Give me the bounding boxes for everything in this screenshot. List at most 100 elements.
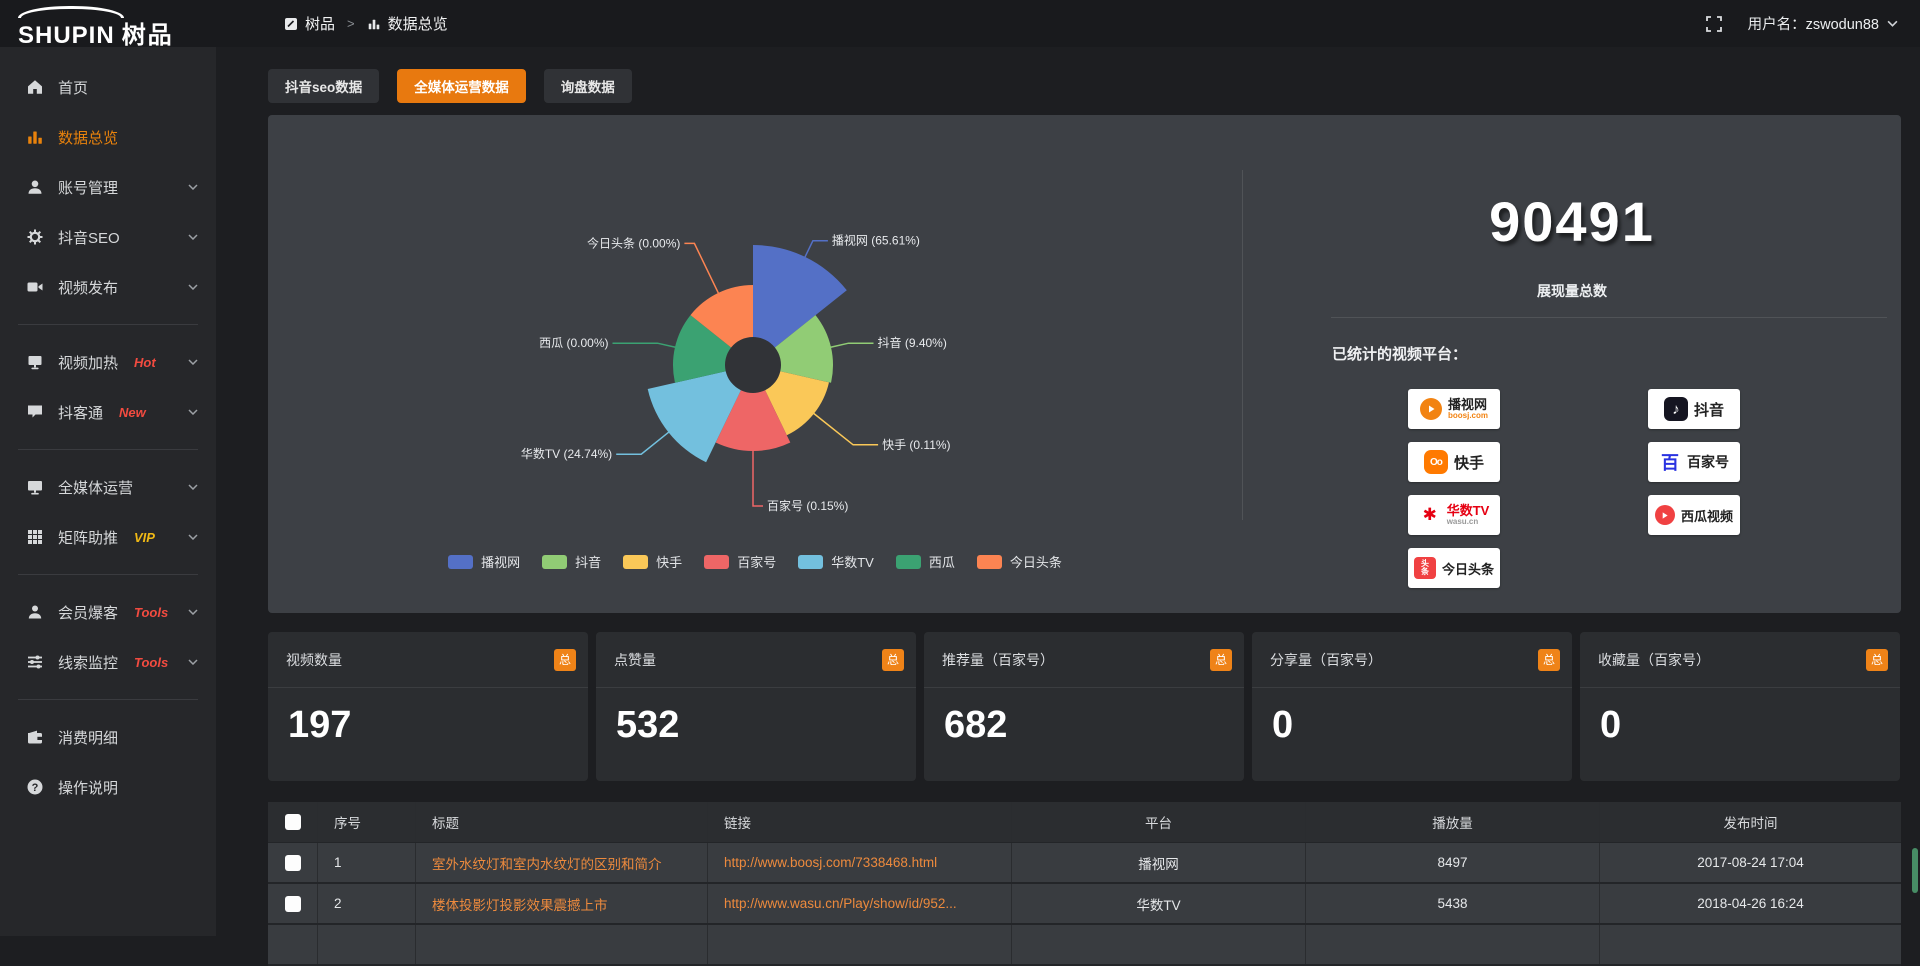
pie-label-2: 快手 (0.11%) xyxy=(882,438,950,452)
legend-swatch xyxy=(542,554,568,569)
pie-slice-3[interactable] xyxy=(715,390,791,452)
grid-icon xyxy=(28,530,42,544)
legend-item-washutv[interactable]: 华数TV xyxy=(798,552,874,571)
pie-slice-2[interactable] xyxy=(765,371,829,436)
platform-badge-toutiao[interactable]: 头条 今日头条 xyxy=(1408,548,1500,588)
scrollbar-thumb[interactable] xyxy=(1912,848,1918,893)
video-url-link[interactable]: http://www.wasu.cn/Play/show/id/952... xyxy=(724,896,957,911)
row-checkbox[interactable] xyxy=(284,895,301,912)
chart-icon xyxy=(368,19,379,29)
legend-item-xigua[interactable]: 西瓜 xyxy=(895,552,955,571)
logo-cn: 树品 xyxy=(121,22,174,49)
header-plays: 播放量 xyxy=(1306,802,1600,842)
gear-icon xyxy=(27,229,43,245)
pie-slice-6[interactable] xyxy=(690,285,754,348)
username-label: 用户名：zswodun88 xyxy=(1747,17,1879,33)
pie-slice-1[interactable] xyxy=(774,315,833,383)
platform-badge-douyin[interactable]: ♪ 抖音 xyxy=(1648,389,1740,429)
pie-slice-4[interactable] xyxy=(647,371,741,463)
tools-badge: Tools xyxy=(134,654,169,670)
total-badge[interactable]: 总 xyxy=(554,648,576,671)
video-title-link[interactable]: 室外水纹灯和室内水纹灯的区别和简介 xyxy=(432,856,662,872)
cell-plays: 8497 xyxy=(1306,843,1600,882)
pie-label-line-6 xyxy=(684,242,720,295)
logo-en: SHUPIN xyxy=(18,22,115,49)
xigua-logo-icon xyxy=(1654,505,1675,525)
legend-item-boshiwang[interactable]: 播视网 xyxy=(448,552,520,571)
total-badge[interactable]: 总 xyxy=(1210,648,1232,671)
platform-badge-washutv[interactable]: ✱ 华数TV wasu.cn xyxy=(1408,495,1500,535)
tab-douyin-seo-data[interactable]: 抖音seo数据 xyxy=(268,69,380,103)
chevron-down-icon xyxy=(188,534,198,540)
sidebar-item-omnimedia[interactable]: 全媒体运营 xyxy=(0,462,216,512)
fullscreen-icon[interactable] xyxy=(1705,15,1722,32)
platforms-label: 已统计的视频平台： xyxy=(1332,346,1468,363)
total-badge[interactable]: 总 xyxy=(882,648,904,671)
tab-omnimedia-data[interactable]: 全媒体运营数据 xyxy=(397,69,526,103)
logo-text: SHUPIN 树品 xyxy=(18,15,174,50)
sidebar-item-home[interactable]: 首页 xyxy=(0,62,216,112)
sidebar-item-video-publish[interactable]: 视频发布 xyxy=(0,262,216,312)
select-all-checkbox[interactable] xyxy=(284,814,301,830)
legend-item-douyin[interactable]: 抖音 xyxy=(542,552,601,571)
pie-slice-5[interactable] xyxy=(673,315,732,383)
toutiao-logo-icon: 头条 xyxy=(1413,557,1436,579)
sidebar-item-douketong[interactable]: 抖客通 New xyxy=(0,387,216,437)
sidebar-item-data-overview[interactable]: 数据总览 xyxy=(0,112,216,162)
pie-label-line-1 xyxy=(829,342,874,349)
username-dropdown[interactable]: 用户名：zswodun88 xyxy=(1748,13,1898,34)
pie-chart-area: 播视网 (65.61%) 抖音 (9.40%) 快手 (0.11%) 百家号 (0.1… xyxy=(268,115,1242,613)
sidebar-item-consumption[interactable]: 消费明细 xyxy=(0,712,216,762)
total-badge[interactable]: 总 xyxy=(1866,648,1888,671)
sidebar-item-help[interactable]: ? 操作说明 xyxy=(0,762,216,812)
legend-item-baijiahao[interactable]: 百家号 xyxy=(704,552,776,571)
screen-icon xyxy=(28,356,42,370)
sidebar-divider xyxy=(18,324,198,325)
sidebar: 首页 数据总览 账号管理 抖音SEO 视频发布 视频加热 Hot 抖客通 New… xyxy=(0,47,216,936)
vip-badge: VIP xyxy=(134,529,155,545)
sidebar-item-matrix-boost[interactable]: 矩阵助推 VIP xyxy=(0,512,216,562)
pie-label-6: 今日头条 (0.00%) xyxy=(587,235,680,250)
wallet-icon xyxy=(28,730,42,744)
legend-item-toutiao[interactable]: 今日头条 xyxy=(976,552,1062,571)
baijiahao-logo-icon: 百 xyxy=(1661,453,1679,473)
pie-label-3: 百家号 (0.15%) xyxy=(767,498,848,513)
table-row: 2 楼体投影灯投影效果震撼上市 http://www.wasu.cn/Play/… xyxy=(268,884,1901,925)
shupin-logo: SHUPIN 树品 xyxy=(18,4,228,49)
chevron-down-icon xyxy=(188,284,198,290)
breadcrumb-home[interactable]: 树品 xyxy=(284,13,335,34)
video-title-link[interactable]: 楼体投影灯投影效果震撼上市 xyxy=(432,897,608,913)
platform-badge-kuaishou[interactable]: Oo 快手 xyxy=(1408,442,1500,482)
header-publish-time: 发布时间 xyxy=(1723,816,1778,831)
legend-swatch xyxy=(623,554,649,569)
legend-item-kuaishou[interactable]: 快手 xyxy=(623,552,682,571)
breadcrumb-current[interactable]: 数据总览 xyxy=(367,13,448,34)
chart-legend: 播视网 抖音 快手 百家号 华数TV 西瓜 今日头条 xyxy=(268,552,1242,571)
video-url-link[interactable]: http://www.boosj.com/7338468.html xyxy=(724,855,938,870)
sidebar-item-lead-monitor[interactable]: 线索监控 Tools xyxy=(0,637,216,687)
legend-swatch xyxy=(704,554,730,569)
table-header-row: 序号 标题 链接 平台 播放量 发布时间 xyxy=(268,802,1901,843)
sidebar-item-member-burst[interactable]: 会员爆客 Tools xyxy=(0,587,216,637)
row-checkbox[interactable] xyxy=(284,854,301,871)
sidebar-item-account[interactable]: 账号管理 xyxy=(0,162,216,212)
sidebar-divider xyxy=(18,449,198,450)
new-badge: New xyxy=(119,404,146,420)
platform-badge-baijiahao[interactable]: 百 百家号 xyxy=(1648,442,1740,482)
pie-slice-0[interactable] xyxy=(753,245,847,348)
table-row-partial xyxy=(268,925,1901,966)
pie-label-line-5 xyxy=(612,342,677,349)
sidebar-item-video-heat[interactable]: 视频加热 Hot xyxy=(0,337,216,387)
stat-card-video-count: 视频数量总 197 xyxy=(268,632,588,781)
cell-publish-time: 2017-08-24 17:04 xyxy=(1697,855,1804,870)
cell-no: 1 xyxy=(318,843,416,882)
platform-badge-xigua[interactable]: 西瓜视频 xyxy=(1648,495,1740,535)
platform-badge-boshiwang[interactable]: 播视网 boosj.com xyxy=(1408,389,1500,429)
tab-inquiry-data[interactable]: 询盘数据 xyxy=(543,69,632,103)
overview-panel: 播视网 (65.61%) 抖音 (9.40%) 快手 (0.11%) 百家号 (0.1… xyxy=(268,115,1901,613)
pie-label-line-2 xyxy=(812,412,879,446)
sidebar-item-douyin-seo[interactable]: 抖音SEO xyxy=(0,212,216,262)
total-badge[interactable]: 总 xyxy=(1538,648,1560,671)
stat-value: 682 xyxy=(944,704,1008,746)
topbar-user-area: 用户名：zswodun88 xyxy=(1705,0,1898,47)
